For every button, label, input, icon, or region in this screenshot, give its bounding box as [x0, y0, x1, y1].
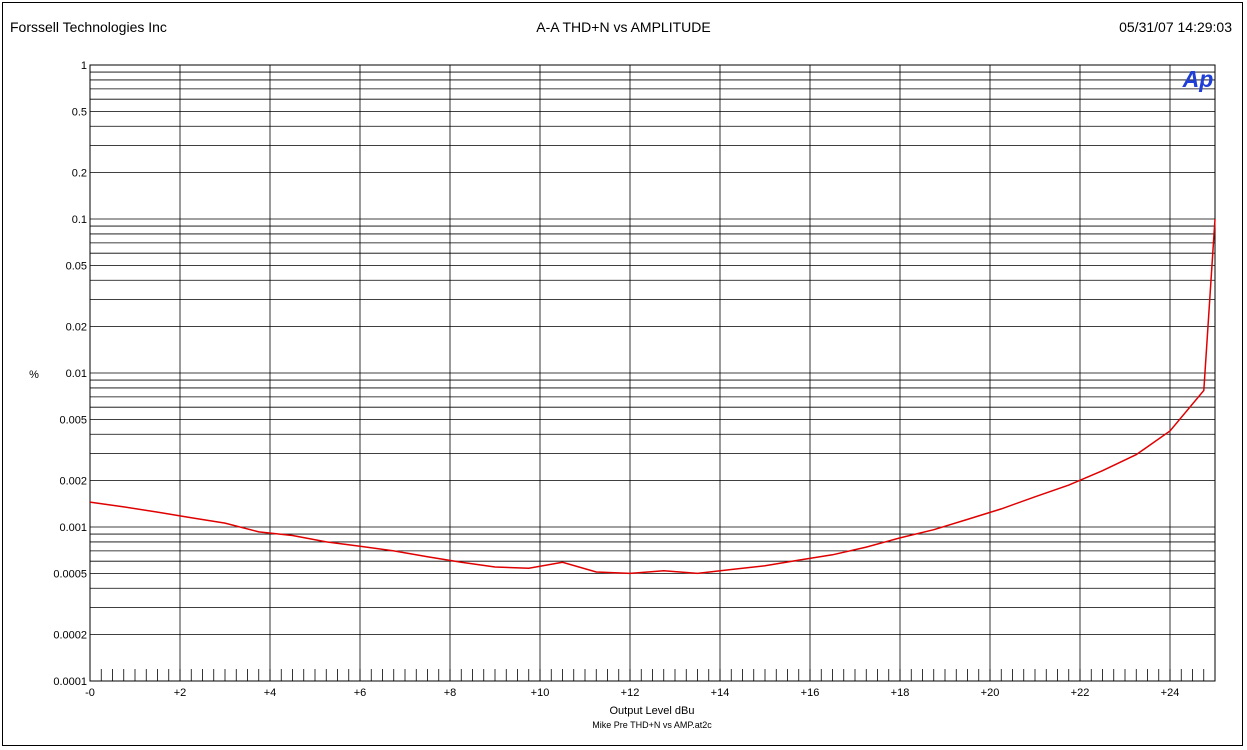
- x-tick-label: +22: [1071, 687, 1090, 699]
- y-tick-labels: 1 0.5 0.2 0.1 0.05 0.02 0.01 0.005 0.002 0.001 0.0…: [53, 60, 87, 688]
- x-tick-labels: -0 +2 +4 +6 +8 +10 +12 +14 +16 +18 +20 +22 +24: [85, 687, 1179, 699]
- y-tick-label: 0.0002: [53, 630, 87, 642]
- y-axis-label: %: [29, 369, 39, 381]
- y-tick-label: 0.002: [59, 476, 87, 488]
- y-tick-label: 0.2: [72, 168, 87, 180]
- y-tick-label: 0.0001: [53, 676, 87, 688]
- x-tick-label: +10: [531, 687, 550, 699]
- y-tick-label: 0.01: [66, 368, 87, 380]
- x-tick-label: +12: [621, 687, 640, 699]
- x-tick-label: +8: [444, 687, 457, 699]
- grid-major: [89, 65, 1171, 681]
- company-name: Forssell Technologies Inc: [10, 19, 167, 35]
- x-tick-label: +24: [1161, 687, 1180, 699]
- chart-title: A-A THD+N vs AMPLITUDE: [536, 19, 711, 35]
- y-tick-label: 0.02: [66, 322, 87, 334]
- x-tick-label: -0: [85, 687, 95, 699]
- x-tick-label: +14: [711, 687, 730, 699]
- x-axis-sublabel: Mike Pre THD+N vs AMP.at2c: [592, 720, 712, 730]
- ap-logo: Ap: [1182, 66, 1214, 92]
- y-tick-label: 0.0005: [53, 568, 87, 580]
- plot-border: [89, 64, 1216, 682]
- minor-tick-marks: [89, 669, 1216, 681]
- x-tick-label: +2: [174, 687, 187, 699]
- y-tick-label: 1: [81, 60, 87, 72]
- x-tick-label: +16: [801, 687, 820, 699]
- series-line: [89, 218, 1216, 575]
- x-tick-label: +20: [981, 687, 1000, 699]
- y-tick-label: 0.05: [66, 260, 87, 272]
- x-tick-label: +6: [354, 687, 367, 699]
- grid-minor: [90, 71, 1215, 682]
- x-tick-label: +18: [891, 687, 910, 699]
- timestamp: 05/31/07 14:29:03: [1119, 19, 1232, 35]
- y-tick-label: 0.5: [72, 106, 87, 118]
- x-axis-label: Output Level dBu: [609, 705, 694, 717]
- x-tick-label: +4: [264, 687, 277, 699]
- y-tick-label: 0.001: [59, 522, 87, 534]
- y-tick-label: 0.1: [72, 214, 87, 226]
- y-tick-label: 0.005: [59, 414, 87, 426]
